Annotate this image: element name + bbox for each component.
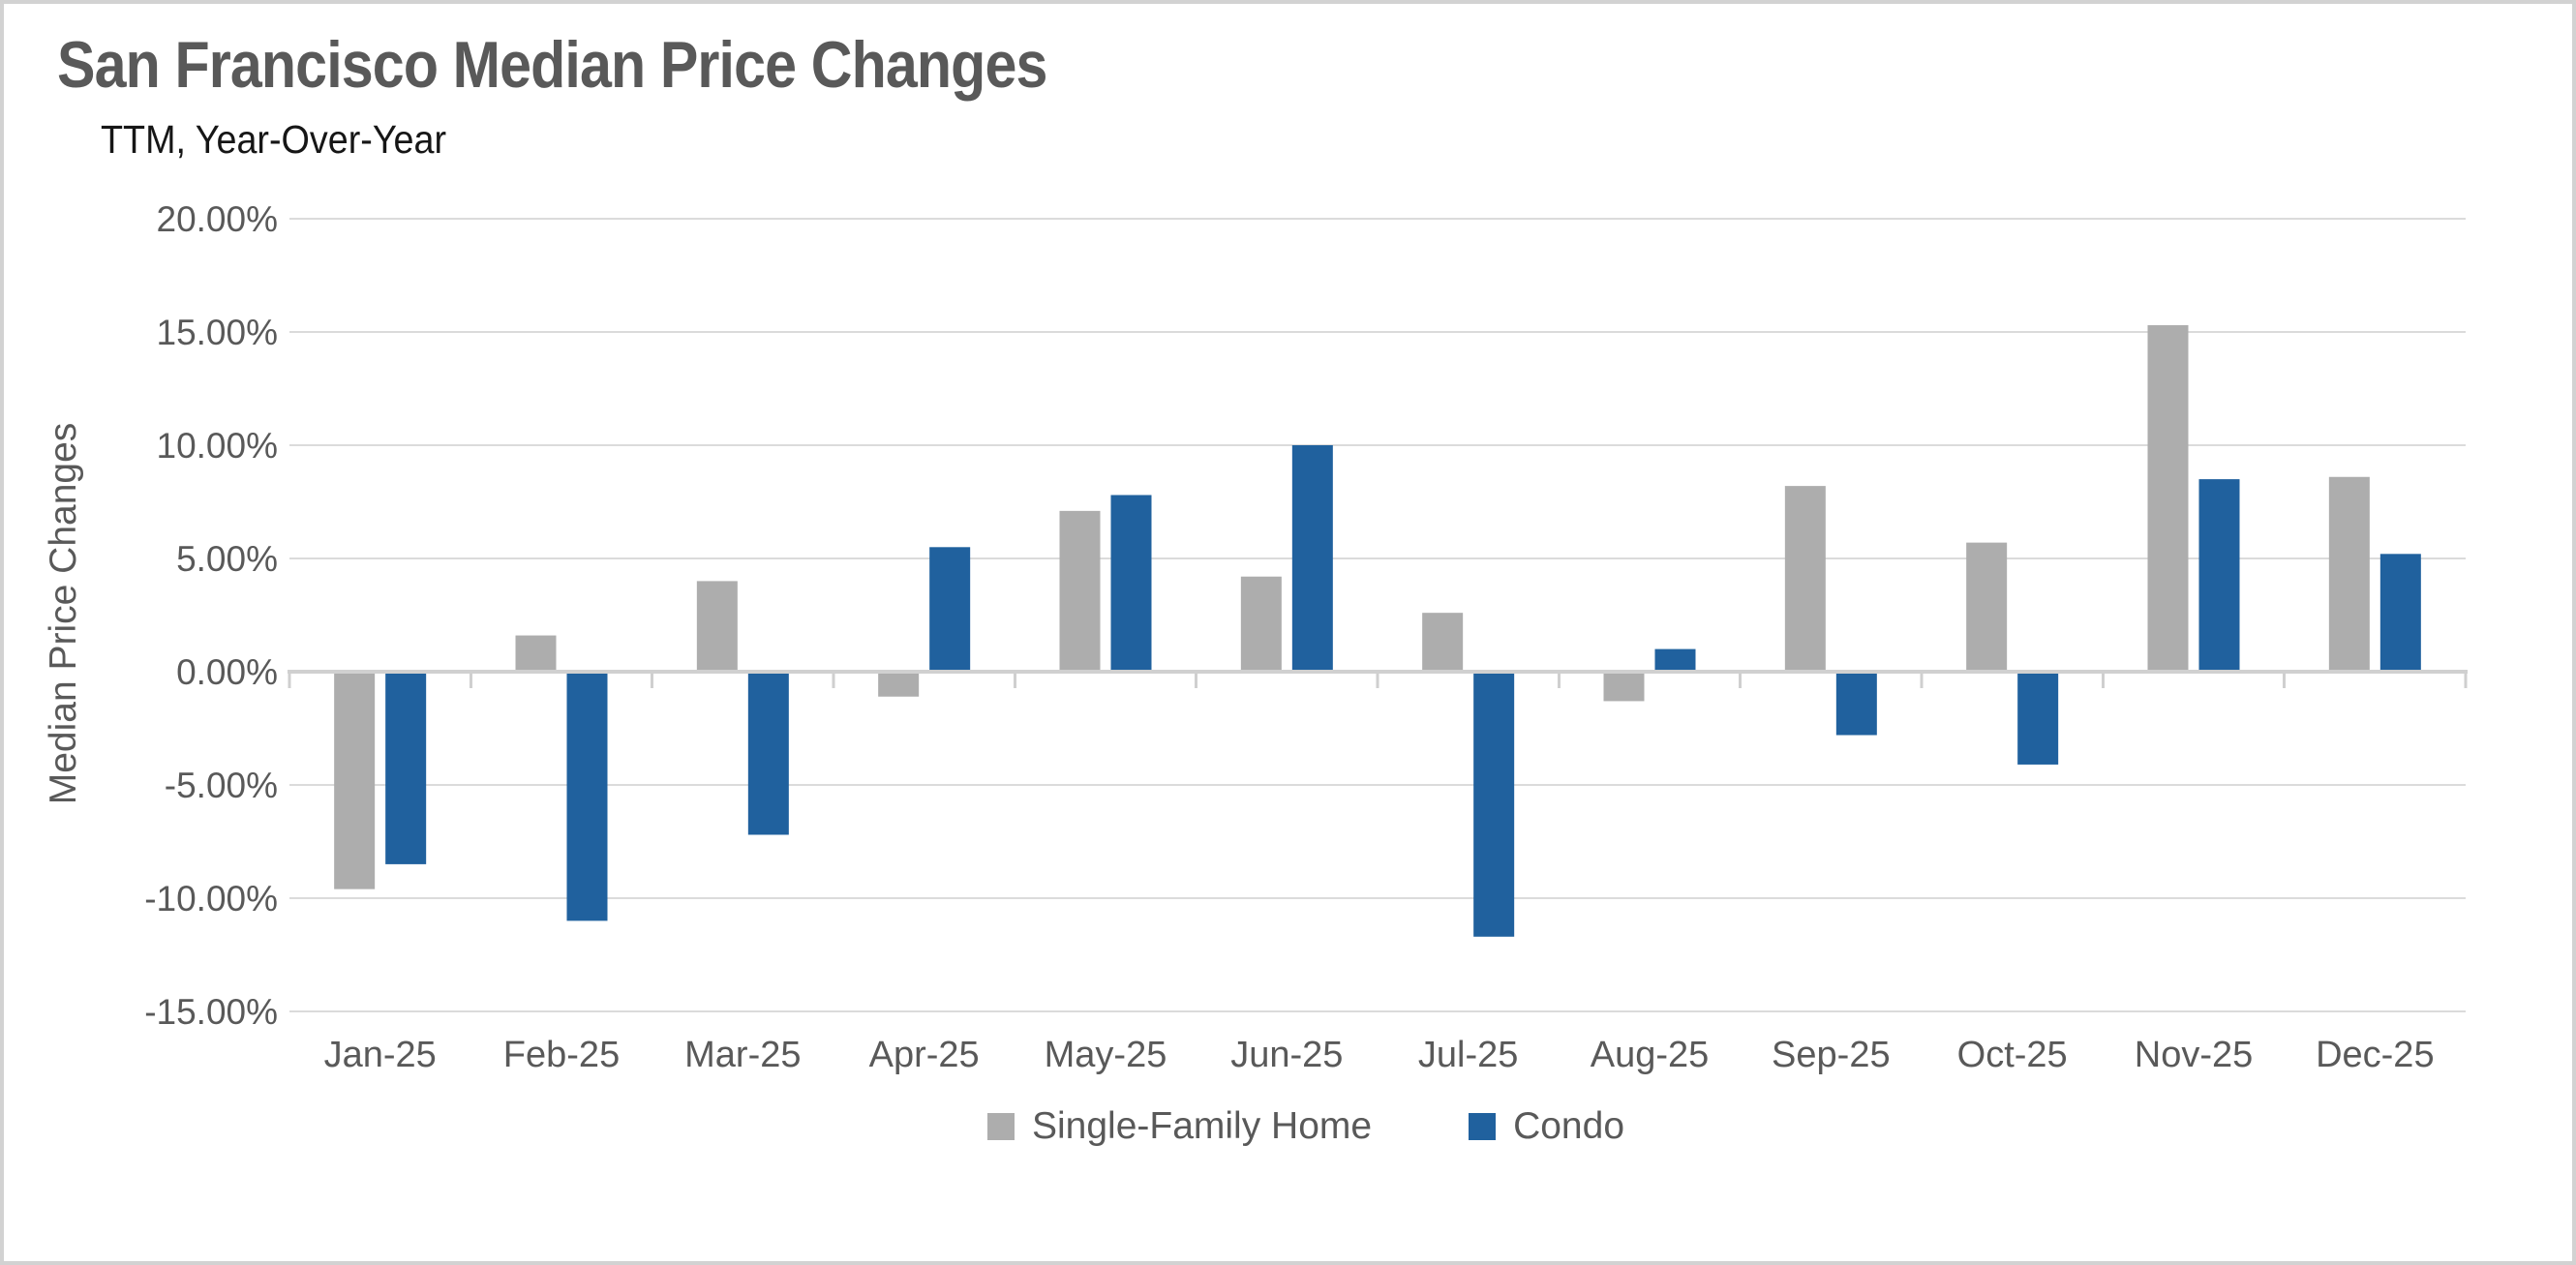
bar: [1240, 576, 1282, 672]
y-tick-label: 20.00%: [157, 199, 279, 239]
bar: [1966, 542, 2008, 672]
x-axis-label: Jan-25: [324, 1035, 437, 1075]
x-axis-label: Mar-25: [684, 1035, 801, 1075]
condo-swatch-icon: [1469, 1113, 1497, 1140]
x-axis-label: Feb-25: [503, 1035, 620, 1075]
bar: [566, 672, 608, 921]
x-axis-label: Apr-25: [869, 1035, 980, 1075]
x-axis-label: Oct-25: [1957, 1035, 2068, 1075]
bar: [1784, 486, 1826, 672]
y-tick-label: 10.00%: [157, 426, 279, 466]
x-axis-label: Sep-25: [1772, 1035, 1891, 1075]
bar: [878, 672, 920, 697]
bar: [2379, 554, 2421, 672]
x-axis-label: May-25: [1045, 1035, 1167, 1075]
y-tick-label: 5.00%: [176, 539, 278, 579]
bar: [1059, 510, 1101, 672]
bar: [385, 672, 427, 864]
legend: Single-Family Home Condo: [149, 1105, 2463, 1148]
x-axis-label: Aug-25: [1591, 1035, 1710, 1075]
legend-item-single-family-home: Single-Family Home: [986, 1105, 1373, 1148]
bar: [1291, 445, 1333, 672]
plot-area: 20.00% 15.00% 10.00% 5.00% 0.00% -5.00% -10.00…: [144, 199, 2468, 1075]
x-axis-label: Nov-25: [2135, 1035, 2254, 1075]
chart-subtitle: TTM, Year-Over-Year: [101, 117, 447, 162]
x-axis-label: Jul-25: [1418, 1035, 1519, 1075]
y-tick-label: 0.00%: [176, 652, 278, 692]
bar: [1835, 672, 1877, 736]
legend-item-condo: Condo: [1469, 1105, 1624, 1148]
y-tick-label: -15.00%: [144, 992, 278, 1032]
bar: [515, 635, 557, 672]
y-tick-label: 15.00%: [157, 313, 279, 352]
y-tick-label: -10.00%: [144, 879, 278, 919]
x-axis-label: Jun-25: [1230, 1035, 1343, 1075]
single-family-home-swatch-icon: [986, 1113, 1015, 1140]
bar: [747, 672, 789, 835]
bar: [2198, 479, 2240, 672]
bar: [1473, 672, 1515, 937]
bar: [2328, 476, 2370, 672]
bar: [1603, 672, 1645, 702]
bar: [696, 581, 738, 672]
legend-label-single-family-home: Single-Family Home: [1031, 1105, 1373, 1147]
bar: [2017, 672, 2059, 765]
y-tick-label: -5.00%: [165, 766, 278, 805]
legend-label-condo: Condo: [1513, 1105, 1625, 1147]
bar: [1422, 613, 1464, 672]
bar: [334, 672, 376, 889]
bar: [1110, 495, 1152, 672]
bar: [929, 547, 971, 672]
bar: [2147, 324, 2189, 672]
bar: [1654, 648, 1696, 672]
x-axis-label: Dec-25: [2316, 1035, 2435, 1075]
chart-title: San Francisco Median Price Changes: [57, 28, 1047, 102]
